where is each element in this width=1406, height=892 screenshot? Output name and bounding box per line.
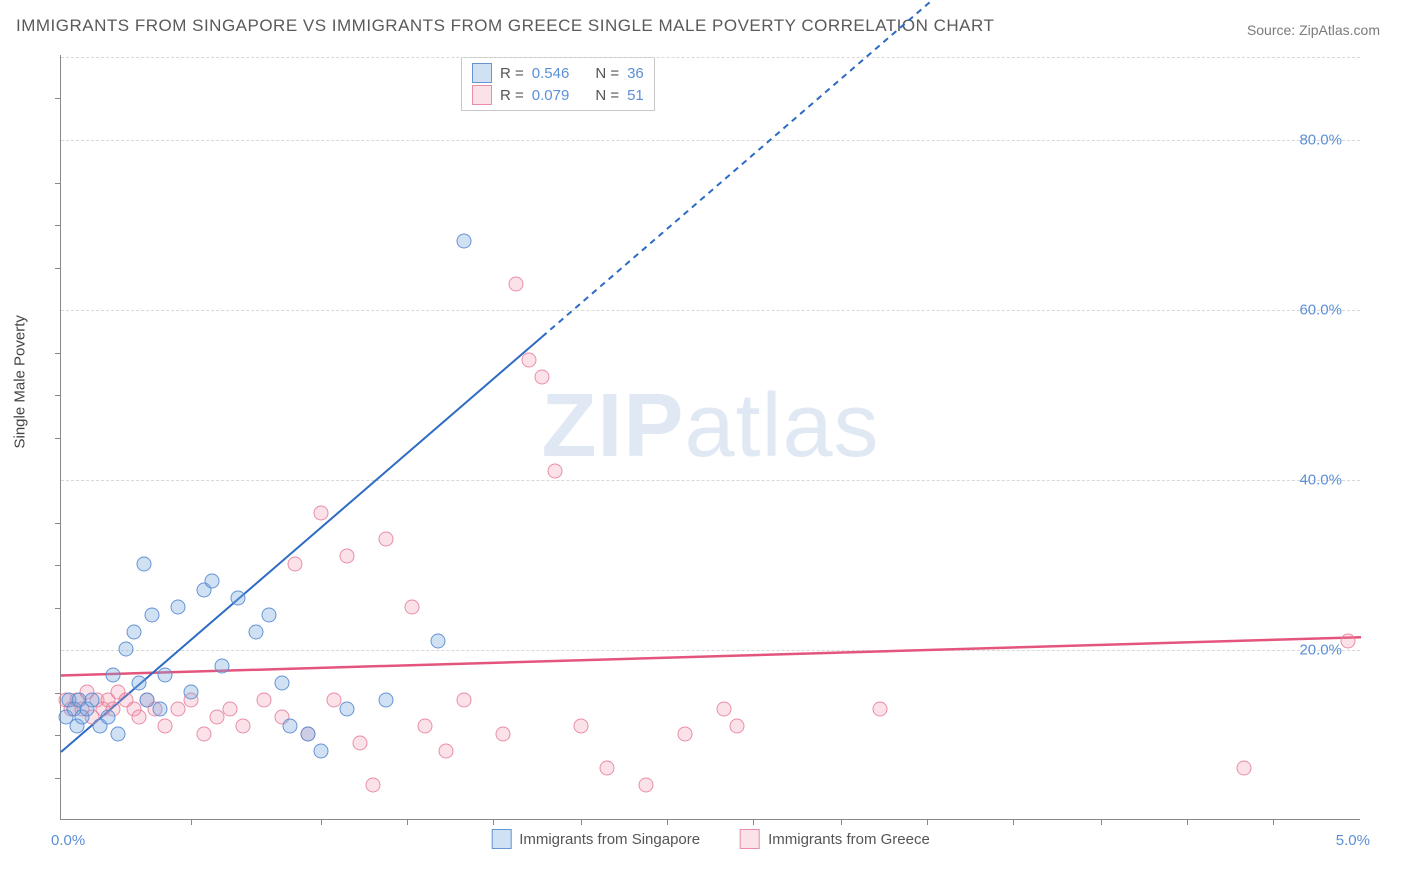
data-point-singapore	[85, 693, 100, 708]
bottom-legend: Immigrants from Singapore Immigrants fro…	[491, 829, 930, 849]
data-point-singapore	[431, 633, 446, 648]
data-point-greece	[639, 778, 654, 793]
data-point-greece	[197, 727, 212, 742]
data-point-singapore	[457, 234, 472, 249]
data-point-singapore	[152, 701, 167, 716]
data-point-greece	[288, 557, 303, 572]
data-point-greece	[314, 506, 329, 521]
data-point-greece	[223, 701, 238, 716]
data-point-singapore	[282, 718, 297, 733]
legend-label-singapore: Immigrants from Singapore	[519, 831, 700, 848]
data-point-greece	[353, 735, 368, 750]
data-point-singapore	[137, 557, 152, 572]
data-point-singapore	[204, 574, 219, 589]
trend-line-singapore-solid	[61, 337, 542, 752]
data-point-singapore	[314, 744, 329, 759]
data-point-greece	[1237, 761, 1252, 776]
legend-label-greece: Immigrants from Greece	[768, 831, 930, 848]
data-point-singapore	[275, 676, 290, 691]
data-point-greece	[158, 718, 173, 733]
y-axis-label: Single Male Poverty	[12, 315, 29, 448]
data-point-singapore	[132, 676, 147, 691]
data-point-singapore	[379, 693, 394, 708]
legend-item-greece: Immigrants from Greece	[740, 829, 930, 849]
data-point-singapore	[158, 667, 173, 682]
data-point-greece	[256, 693, 271, 708]
data-point-singapore	[119, 642, 134, 657]
data-point-singapore	[184, 684, 199, 699]
data-point-singapore	[249, 625, 264, 640]
data-point-greece	[730, 718, 745, 733]
data-point-greece	[132, 710, 147, 725]
data-point-singapore	[230, 591, 245, 606]
trend-lines	[61, 55, 1361, 820]
data-point-greece	[535, 370, 550, 385]
data-point-singapore	[111, 727, 126, 742]
data-point-singapore	[301, 727, 316, 742]
data-point-singapore	[100, 710, 115, 725]
scatter-chart: ZIPatlas R = 0.546 N = 36 R = 0.079 N = …	[60, 55, 1360, 820]
data-point-singapore	[262, 608, 277, 623]
data-point-greece	[340, 548, 355, 563]
data-point-greece	[873, 701, 888, 716]
chart-title: IMMIGRANTS FROM SINGAPORE VS IMMIGRANTS …	[16, 16, 994, 36]
swatch-greece-icon	[740, 829, 760, 849]
source-label: Source: ZipAtlas.com	[1247, 22, 1380, 38]
data-point-greece	[379, 531, 394, 546]
data-point-greece	[678, 727, 693, 742]
data-point-greece	[438, 744, 453, 759]
data-point-greece	[717, 701, 732, 716]
legend-item-singapore: Immigrants from Singapore	[491, 829, 700, 849]
data-point-greece	[1341, 633, 1356, 648]
data-point-greece	[496, 727, 511, 742]
data-point-greece	[418, 718, 433, 733]
data-point-greece	[457, 693, 472, 708]
data-point-greece	[405, 599, 420, 614]
data-point-singapore	[145, 608, 160, 623]
data-point-greece	[600, 761, 615, 776]
data-point-greece	[366, 778, 381, 793]
data-point-greece	[548, 463, 563, 478]
data-point-singapore	[171, 599, 186, 614]
x-min-label: 0.0%	[51, 832, 85, 849]
data-point-singapore	[106, 667, 121, 682]
trend-line-greece	[61, 637, 1361, 675]
data-point-singapore	[126, 625, 141, 640]
data-point-greece	[522, 353, 537, 368]
x-max-label: 5.0%	[1336, 832, 1370, 849]
data-point-greece	[574, 718, 589, 733]
swatch-singapore-icon	[491, 829, 511, 849]
data-point-greece	[509, 276, 524, 291]
data-point-singapore	[340, 701, 355, 716]
data-point-greece	[236, 718, 251, 733]
data-point-singapore	[215, 659, 230, 674]
trend-line-singapore-dashed	[542, 0, 1361, 337]
